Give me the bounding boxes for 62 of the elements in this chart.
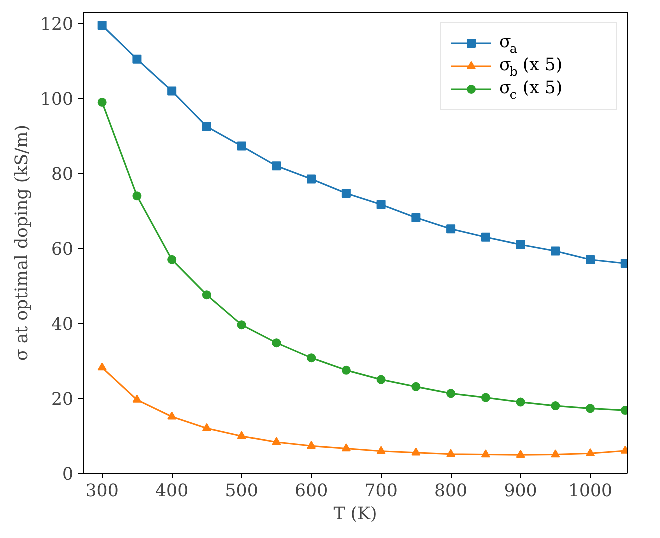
point bbox=[376, 375, 386, 384]
point bbox=[98, 362, 107, 371]
x-tick-label: 300 bbox=[86, 482, 119, 502]
point bbox=[272, 162, 282, 171]
x-tick-label: 700 bbox=[364, 482, 398, 502]
x-tick-label: 800 bbox=[434, 482, 468, 502]
point bbox=[202, 423, 212, 432]
point bbox=[307, 354, 316, 363]
point bbox=[516, 240, 526, 250]
point bbox=[237, 142, 246, 151]
point bbox=[307, 441, 316, 449]
point bbox=[132, 192, 142, 201]
point bbox=[516, 450, 526, 458]
point bbox=[481, 393, 490, 402]
y-tick-label: 80 bbox=[51, 165, 74, 186]
point bbox=[202, 122, 212, 132]
point bbox=[237, 431, 246, 440]
x-tick-label: 900 bbox=[504, 482, 538, 502]
x-tick-label: 1000 bbox=[568, 482, 613, 502]
point bbox=[412, 448, 421, 456]
x-tick-label: 500 bbox=[225, 482, 258, 502]
x-axis-title: T (K) bbox=[334, 504, 378, 524]
point bbox=[551, 402, 560, 411]
point bbox=[202, 290, 212, 300]
point bbox=[376, 200, 386, 210]
point bbox=[446, 224, 456, 234]
y-tick-label: 100 bbox=[40, 90, 74, 110]
point bbox=[586, 404, 596, 414]
point bbox=[551, 246, 560, 256]
point bbox=[412, 213, 421, 222]
point bbox=[237, 320, 246, 330]
point bbox=[376, 446, 386, 454]
y-tick-label: 120 bbox=[40, 15, 74, 36]
y-tick-label: 60 bbox=[51, 240, 74, 260]
point bbox=[98, 21, 107, 30]
point bbox=[342, 366, 351, 375]
point bbox=[132, 394, 142, 403]
y-axis-title: σ at optimal doping (kS/m) bbox=[12, 124, 32, 362]
y-tick-label: 40 bbox=[51, 315, 74, 336]
point bbox=[307, 174, 316, 184]
point bbox=[481, 232, 490, 242]
point bbox=[168, 86, 177, 96]
point bbox=[446, 449, 456, 458]
x-tick-label: 600 bbox=[295, 482, 328, 502]
y-tick-label: 0 bbox=[62, 465, 74, 485]
y-tick-label: 20 bbox=[51, 390, 74, 410]
point bbox=[98, 98, 107, 107]
point bbox=[342, 189, 351, 198]
point bbox=[551, 450, 560, 458]
point bbox=[586, 255, 596, 264]
point bbox=[516, 398, 526, 407]
x-tick-label: 400 bbox=[156, 482, 189, 502]
point bbox=[481, 450, 490, 458]
point bbox=[586, 448, 596, 456]
point bbox=[412, 382, 421, 392]
point bbox=[168, 412, 177, 420]
point bbox=[272, 338, 282, 348]
point bbox=[446, 389, 456, 398]
point bbox=[342, 444, 351, 452]
point bbox=[132, 54, 142, 64]
point bbox=[272, 437, 282, 446]
point bbox=[168, 255, 177, 264]
